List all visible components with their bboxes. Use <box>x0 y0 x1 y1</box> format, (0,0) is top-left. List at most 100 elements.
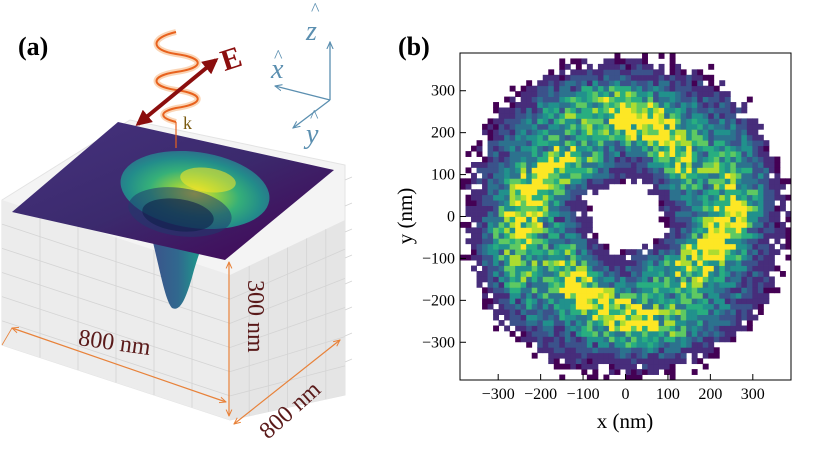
heatmap-cell <box>680 129 687 136</box>
heatmap-cell <box>653 69 659 76</box>
heatmap-cell <box>526 260 533 266</box>
heatmap-cell <box>592 189 599 196</box>
heatmap-cell <box>520 145 527 152</box>
heatmap-cell <box>664 221 671 228</box>
heatmap-cell <box>647 74 654 81</box>
heatmap-cell <box>537 298 544 305</box>
heatmap-cell <box>713 238 720 245</box>
heatmap-cell <box>586 123 593 130</box>
heatmap-cell <box>697 96 704 103</box>
heatmap-cell <box>619 363 626 370</box>
heatmap-cell <box>586 96 593 103</box>
heatmap-cell <box>680 265 687 272</box>
heatmap-cell <box>548 271 555 277</box>
heatmap-cell <box>597 358 604 365</box>
heatmap-cell <box>631 63 637 70</box>
heatmap-cell <box>779 227 786 234</box>
heatmap-cell <box>752 216 759 223</box>
heatmap-cell <box>719 96 726 103</box>
heatmap-cell <box>675 183 682 190</box>
heatmap-cell <box>586 254 593 261</box>
heatmap-cell <box>768 216 775 223</box>
heatmap-cell <box>658 325 665 332</box>
heatmap-cell <box>724 162 731 168</box>
heatmap-cell <box>730 172 737 179</box>
heatmap-cell <box>531 243 538 250</box>
heatmap-cell <box>691 249 698 256</box>
heatmap-cell <box>719 123 726 130</box>
heatmap-cell <box>686 287 693 294</box>
heatmap-cell <box>757 211 764 217</box>
heatmap-cell <box>719 200 726 206</box>
heatmap-cell <box>608 85 615 92</box>
heatmap-cell <box>581 369 588 375</box>
heatmap-cell <box>509 276 516 283</box>
heatmap-cell <box>548 358 555 365</box>
heatmap-cell <box>586 162 593 168</box>
heatmap-cell <box>564 211 571 217</box>
heatmap-cell <box>697 276 704 283</box>
heatmap-cell <box>658 118 665 125</box>
heatmap-cell <box>614 303 621 310</box>
heatmap-cell <box>619 134 626 141</box>
heatmap-cell <box>642 53 648 59</box>
heatmap-cell <box>515 309 522 315</box>
heatmap-cell <box>570 118 577 125</box>
heatmap-cell <box>575 183 582 190</box>
heatmap-cell <box>675 243 682 250</box>
heatmap-cell <box>697 347 704 354</box>
heatmap-cell <box>509 287 516 294</box>
heatmap-cell <box>608 129 615 136</box>
heatmap-cell <box>664 287 671 294</box>
heatmap-cell <box>741 232 748 239</box>
heatmap-cell <box>515 211 522 217</box>
heatmap-cell <box>509 167 516 174</box>
heatmap-cell <box>647 189 654 196</box>
heatmap-cell <box>581 341 588 348</box>
heatmap-cell <box>675 69 682 76</box>
heatmap-cell <box>636 352 643 359</box>
heatmap-cell <box>520 205 527 212</box>
heatmap-cell <box>542 96 549 103</box>
heatmap-cell <box>774 216 781 223</box>
heatmap-cell <box>597 69 604 76</box>
heatmap-cell <box>636 129 643 136</box>
heatmap-cell <box>531 194 538 201</box>
heatmap-cell <box>636 107 643 114</box>
heatmap-cell <box>713 96 720 103</box>
heatmap-cell <box>509 216 516 223</box>
heatmap-cell <box>597 145 604 152</box>
heatmap-cell <box>746 129 753 136</box>
heatmap-cell <box>658 298 665 305</box>
heatmap-cell <box>675 341 682 348</box>
heatmap-cell <box>675 162 682 168</box>
heatmap-cell <box>675 63 682 70</box>
heatmap-cell <box>658 276 665 283</box>
heatmap-cell <box>520 172 527 179</box>
heatmap-cell <box>603 162 610 168</box>
heatmap-cell <box>564 85 571 92</box>
heatmap-cell <box>653 183 659 190</box>
heatmap-cell <box>537 249 544 256</box>
heatmap-cell <box>504 118 511 125</box>
heatmap-cell <box>625 341 632 348</box>
heatmap-cell <box>586 298 593 305</box>
heatmap-cell <box>669 363 676 370</box>
heatmap-cell <box>487 118 494 125</box>
heatmap-cell <box>531 303 538 310</box>
heatmap-cell <box>752 227 759 234</box>
heatmap-cell <box>658 162 665 168</box>
heatmap-cell <box>526 287 533 294</box>
heatmap-cell <box>774 194 781 201</box>
heatmap-cell <box>730 107 737 114</box>
heatmap-cell <box>625 271 632 277</box>
heatmap-cell <box>741 183 748 190</box>
heatmap-cell <box>719 107 726 114</box>
heatmap-cell <box>537 271 544 277</box>
heatmap-cell <box>702 249 709 256</box>
heatmap-cell <box>702 352 709 359</box>
heatmap-cell <box>614 53 621 59</box>
heatmap-cell <box>680 325 687 332</box>
heatmap-cell <box>581 309 588 315</box>
heatmap-cell <box>658 172 665 179</box>
